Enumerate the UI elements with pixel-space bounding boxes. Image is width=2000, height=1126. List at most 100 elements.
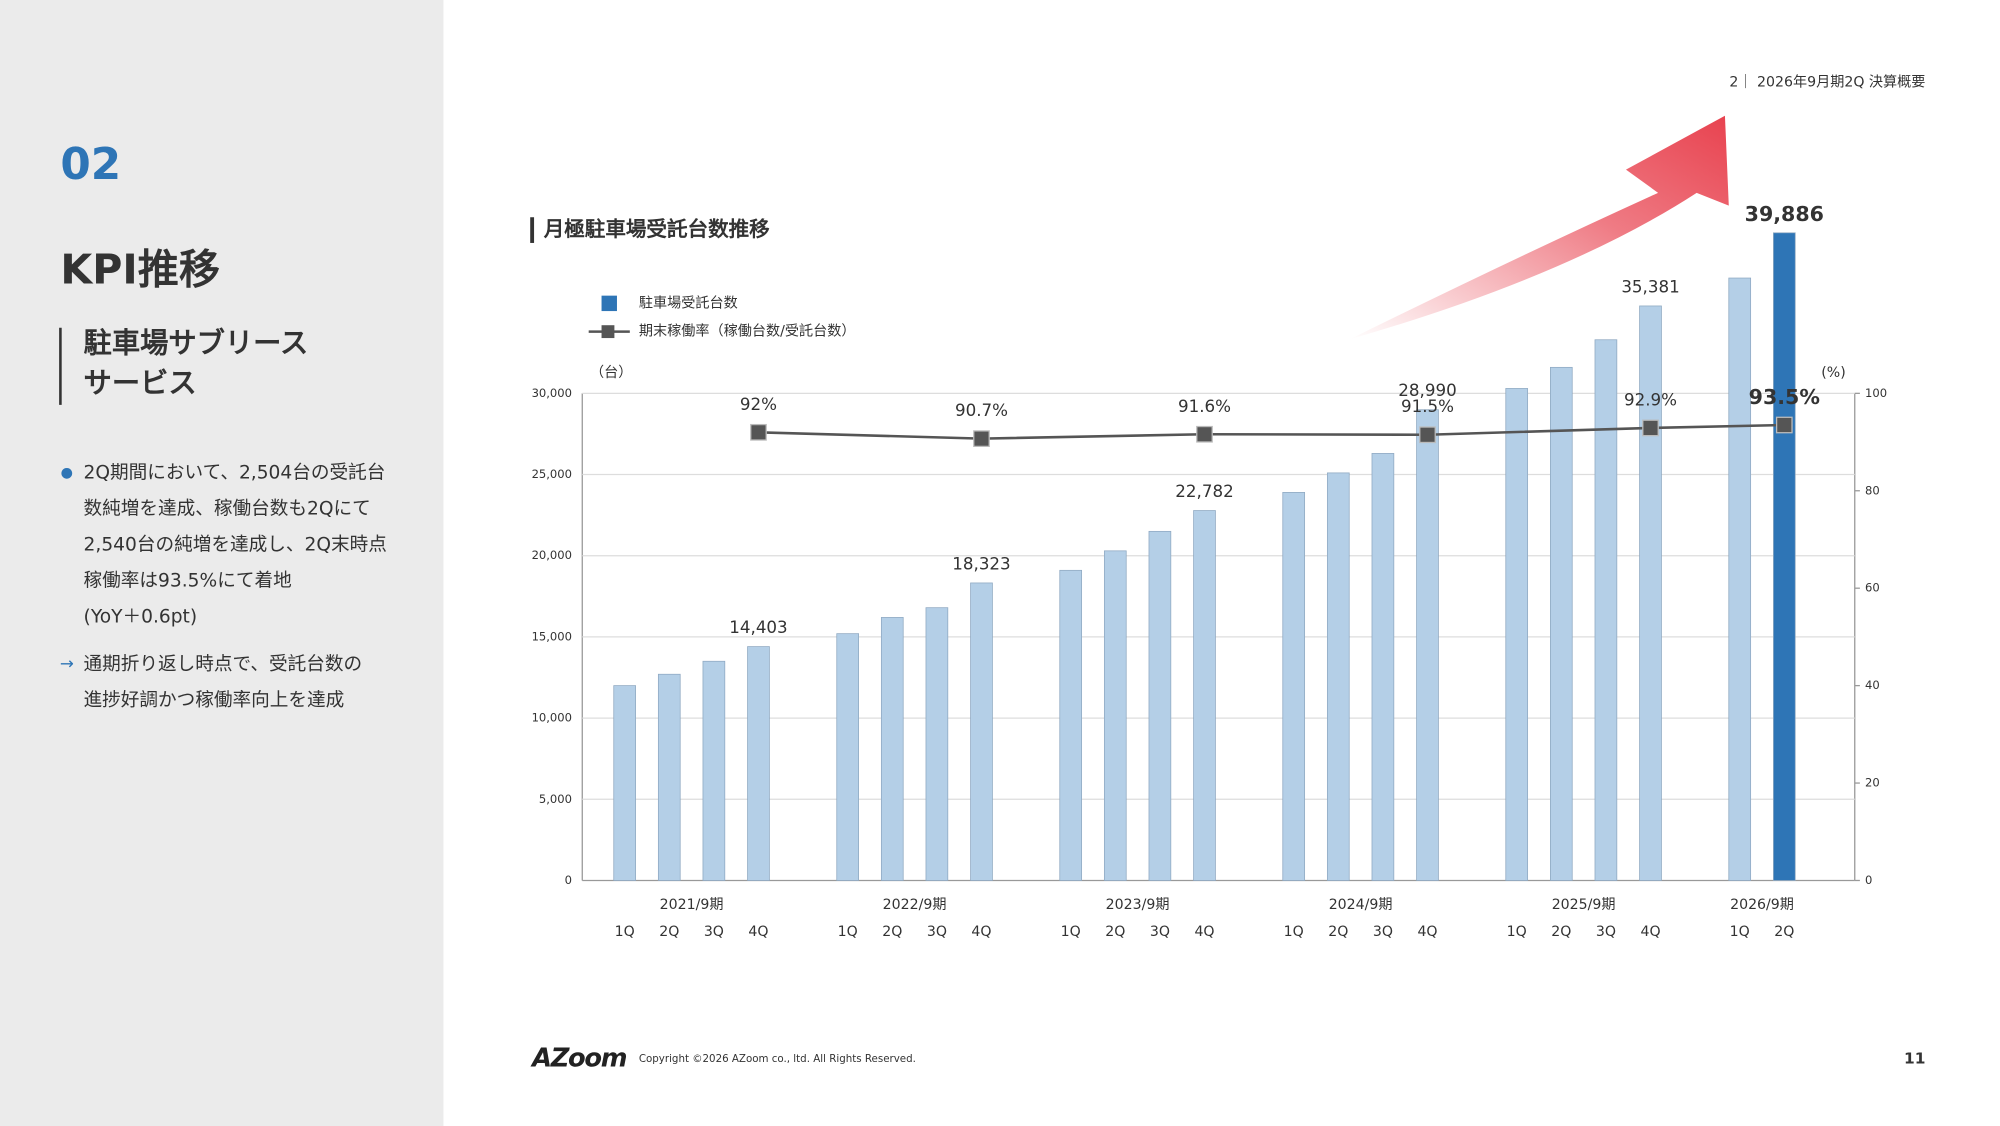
rate-value-label: 93.5% — [1749, 385, 1820, 409]
bar — [970, 582, 993, 881]
x-tick-label: 1Q — [1730, 924, 1750, 940]
rate-value-label: 90.7% — [955, 400, 1008, 420]
bar — [1505, 388, 1529, 881]
group-label: 2023/9期 — [1106, 897, 1170, 913]
rate-value-label: 91.5% — [1401, 396, 1454, 416]
bar — [1326, 472, 1350, 881]
bar — [1549, 366, 1573, 881]
group-label: 2024/9期 — [1329, 897, 1393, 913]
section-number: 02 — [60, 139, 121, 190]
legend-label: 駐車場受託台数 — [639, 294, 738, 311]
x-tick-label: 3Q — [704, 924, 724, 940]
x-tick-label: 2Q — [1774, 924, 1794, 940]
bar — [613, 685, 636, 881]
y-tick-label: 30,000 — [532, 386, 572, 400]
bar-value-label: 39,886 — [1745, 202, 1824, 226]
y2-tick-label: 0 — [1865, 873, 1872, 887]
bar-value-label: 35,381 — [1621, 276, 1679, 296]
y-tick-label: 0 — [565, 873, 572, 887]
section-title: KPI推移 — [60, 246, 220, 294]
bar — [1639, 305, 1662, 881]
chart-title: 月極駐車場受託台数推移 — [543, 217, 770, 241]
bar — [1193, 510, 1216, 881]
copyright: Copyright ©2026 AZoom co., ltd. All Righ… — [639, 1053, 916, 1065]
side-panel — [0, 0, 444, 1126]
bar — [1594, 339, 1618, 881]
growth-arrow — [1349, 115, 1729, 340]
legend-swatch — [601, 325, 615, 339]
y2-tick-label: 40 — [1865, 678, 1880, 692]
x-tick-label: 1Q — [1061, 924, 1081, 940]
y-tick-label: 10,000 — [532, 711, 572, 725]
x-tick-label: 3Q — [1373, 924, 1393, 940]
bullet-marker: → — [60, 653, 74, 673]
x-tick-label: 1Q — [615, 924, 635, 940]
bar — [702, 660, 726, 881]
y2-tick-label: 60 — [1865, 581, 1880, 595]
bar — [1282, 492, 1306, 881]
x-tick-label: 3Q — [1596, 924, 1616, 940]
bar-value-label: 18,323 — [952, 553, 1010, 573]
subtitle: サービス — [84, 366, 197, 399]
subtitle: 駐車場サブリース — [84, 326, 309, 359]
y2-tick-label: 20 — [1865, 776, 1880, 790]
y2-tick-label: 100 — [1865, 386, 1887, 400]
x-tick-label: 4Q — [1194, 924, 1214, 940]
bar — [747, 646, 770, 881]
y-tick-label: 20,000 — [532, 548, 572, 562]
rate-marker — [1775, 416, 1793, 434]
bar — [880, 617, 904, 881]
rate-marker — [750, 423, 767, 441]
bar — [836, 633, 859, 881]
rate-marker — [973, 430, 990, 447]
x-tick-label: 2Q — [1328, 924, 1348, 940]
rate-value-label: 92.9% — [1624, 389, 1677, 409]
rate-value-label: 92% — [740, 394, 777, 414]
x-tick-label: 3Q — [1150, 924, 1170, 940]
bar — [925, 607, 949, 881]
bar — [1103, 550, 1127, 881]
bar — [1059, 569, 1083, 881]
legend-label: 期末稼働率（稼働台数/受託台数） — [639, 323, 856, 340]
x-tick-label: 4Q — [971, 924, 991, 940]
x-tick-label: 2Q — [659, 924, 679, 940]
bullet-text: 数純増を達成、稼働台数も2Qにて — [84, 499, 371, 520]
page-number: 11 — [1904, 1050, 1925, 1068]
rate-marker — [1419, 426, 1436, 444]
bar — [657, 673, 681, 881]
bar — [1416, 409, 1439, 881]
x-tick-label: 4Q — [748, 924, 768, 940]
bullet-text: 進捗好調かつ稼働率向上を達成 — [84, 690, 345, 711]
legend-swatch — [601, 295, 617, 312]
bullet-text: 2Q期間において、2,504台の受託台 — [84, 463, 386, 484]
x-tick-label: 2Q — [1551, 924, 1571, 940]
x-tick-label: 2Q — [882, 924, 902, 940]
group-label: 2025/9期 — [1552, 897, 1616, 913]
x-tick-label: 4Q — [1640, 924, 1660, 940]
rate-marker — [1196, 425, 1213, 443]
x-tick-label: 1Q — [1507, 924, 1527, 940]
y-unit: （台） — [590, 365, 632, 381]
group-label: 2021/9期 — [660, 897, 724, 913]
bar — [1371, 453, 1395, 881]
bullet-text: 通期折り返し時点で、受託台数の — [84, 654, 363, 675]
bullet-text: 稼働率は93.5%にて着地 — [84, 570, 292, 591]
y-tick-label: 15,000 — [532, 629, 572, 643]
y2-unit: (%) — [1821, 365, 1845, 381]
group-label: 2026/9期 — [1730, 897, 1794, 913]
bullet-marker: ● — [61, 465, 73, 481]
bar-value-label: 28,990 — [1398, 380, 1456, 400]
x-tick-label: 1Q — [838, 924, 858, 940]
bar — [1148, 530, 1172, 881]
rate-line — [758, 423, 1785, 440]
x-tick-label: 4Q — [1417, 924, 1437, 940]
rate-marker — [1642, 419, 1659, 437]
x-tick-label: 1Q — [1284, 924, 1304, 940]
bar — [1773, 232, 1796, 881]
x-tick-label: 2Q — [1105, 924, 1125, 940]
bar — [1728, 277, 1752, 881]
rate-value-label: 91.6% — [1178, 396, 1231, 416]
y-tick-label: 25,000 — [532, 467, 572, 481]
